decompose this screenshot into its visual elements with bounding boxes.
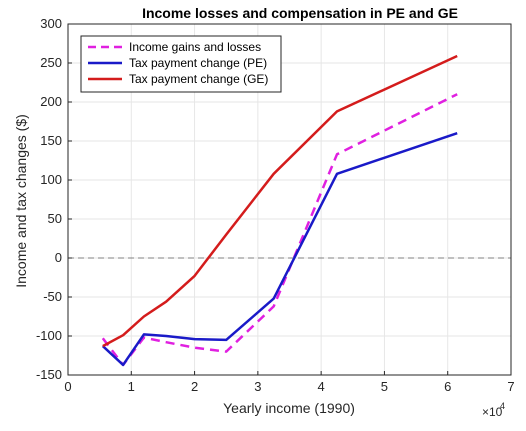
- legend: Income gains and losses Tax payment chang…: [80, 35, 282, 93]
- x-tick-label: 4: [318, 379, 325, 394]
- x-tick-label: 6: [444, 379, 451, 394]
- y-axis-ticks: -150 -100 -50 0 50 100 150 200 250 300: [36, 16, 72, 382]
- x-axis-exponent-power: 4: [500, 401, 505, 411]
- y-tick-label: 50: [48, 211, 62, 226]
- series-line-3: [102, 54, 458, 348]
- y-tick-label: -150: [36, 367, 62, 382]
- x-tick-label: 0: [64, 379, 71, 394]
- y-axis-label: Income and tax changes ($): [13, 114, 29, 288]
- plot-frame: [67, 23, 512, 376]
- y-tick-label: 100: [40, 172, 62, 187]
- y-tick-label: 0: [55, 250, 62, 265]
- y-tick-label: -100: [36, 328, 62, 343]
- x-axis-exponent-base: ×10: [482, 405, 503, 419]
- x-axis-label: Yearly income (1990): [223, 400, 355, 416]
- series-group: [101, 54, 458, 367]
- x-tick-label: 3: [254, 379, 261, 394]
- x-axis-exponent: ×10 4: [482, 401, 505, 419]
- y-tick-label: 300: [40, 16, 62, 31]
- y-tick-label: -50: [43, 289, 62, 304]
- series-line-2: [101, 132, 458, 367]
- x-tick-label: 5: [381, 379, 388, 394]
- y-tick-label: 150: [40, 133, 62, 148]
- series-line-1: [101, 93, 458, 367]
- y-tick-label: 250: [40, 55, 62, 70]
- y-tick-label: 200: [40, 94, 62, 109]
- x-tick-label: 7: [507, 379, 514, 394]
- chart-title: Income losses and compensation in PE and…: [142, 5, 458, 21]
- x-tick-label: 2: [191, 379, 198, 394]
- x-axis-ticks: 0 1 2 3 4 5 6 7: [64, 371, 515, 394]
- legend-label-1: Income gains and losses: [129, 40, 261, 54]
- legend-label-2: Tax payment change (PE): [129, 56, 267, 70]
- legend-label-3: Tax payment change (GE): [129, 72, 268, 86]
- x-tick-label: 1: [128, 379, 135, 394]
